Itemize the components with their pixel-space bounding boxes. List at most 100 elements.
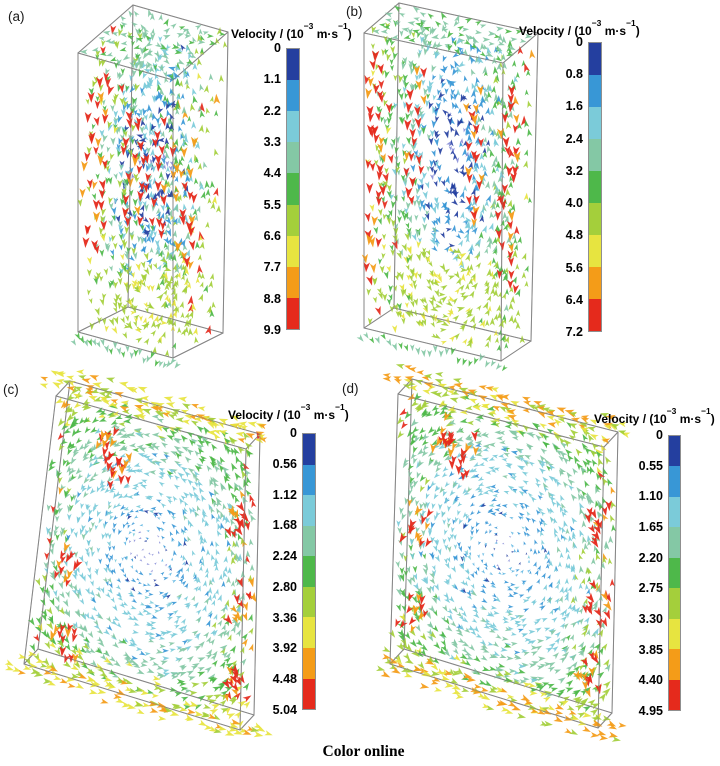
- velocity-arrow: [87, 572, 94, 581]
- velocity-arrow: [203, 179, 210, 189]
- velocity-arrow: [484, 199, 490, 207]
- velocity-arrow: [130, 605, 138, 612]
- colorbar-tick-d-5: 2.75: [638, 581, 663, 596]
- velocity-arrow: [517, 626, 525, 633]
- colorbar-tick-d-0: 0: [656, 427, 663, 442]
- velocity-arrow: [377, 217, 384, 226]
- velocity-arrow: [54, 533, 60, 541]
- velocity-arrow: [136, 708, 146, 717]
- velocity-arrow: [427, 260, 435, 268]
- velocity-arrow: [439, 81, 447, 90]
- velocity-arrow: [116, 528, 123, 536]
- velocity-arrow: [413, 283, 418, 290]
- velocity-arrow: [498, 240, 506, 252]
- velocity-arrow: [484, 247, 490, 255]
- colorbar-title-text: Velocity / (10: [594, 412, 667, 426]
- velocity-arrow: [437, 147, 443, 156]
- colorbar-tick-d-7: 3.85: [638, 642, 663, 657]
- velocity-arrow: [402, 86, 407, 94]
- velocity-arrow: [103, 487, 111, 495]
- velocity-arrow: [466, 173, 473, 184]
- velocity-arrow: [463, 659, 473, 668]
- velocity-arrow: [511, 60, 517, 68]
- velocity-arrow: [521, 478, 529, 485]
- velocity-arrow: [482, 136, 488, 144]
- colorbar-band: [303, 434, 315, 465]
- color-online-note: Color online: [322, 743, 405, 760]
- wireframe-box: [23, 380, 261, 731]
- velocity-arrow: [123, 541, 128, 547]
- velocity-arrow: [165, 629, 173, 635]
- velocity-arrow: [99, 207, 107, 217]
- velocity-arrow: [452, 584, 460, 592]
- velocity-arrow: [430, 119, 437, 129]
- colorbar-band: [303, 525, 315, 557]
- velocity-arrow: [372, 296, 379, 304]
- velocity-arrow: [81, 237, 90, 249]
- velocity-arrow: [199, 493, 207, 503]
- velocity-arrow: [136, 235, 142, 243]
- velocity-arrow: [111, 503, 118, 511]
- velocity-arrow: [129, 351, 135, 360]
- velocity-arrow: [507, 604, 514, 609]
- velocity-arrow: [484, 566, 489, 571]
- velocity-arrow: [509, 543, 515, 549]
- velocity-arrow: [227, 545, 232, 552]
- velocity-arrow: [148, 469, 157, 475]
- velocity-arrow: [214, 528, 222, 537]
- velocity-arrow: [100, 533, 106, 541]
- velocity-arrow: [218, 74, 224, 83]
- velocity-arrow: [529, 547, 533, 552]
- velocity-arrow: [226, 576, 232, 584]
- velocity-arrow: [90, 416, 100, 426]
- velocity-arrow: [185, 477, 194, 486]
- velocity-arrow: [205, 549, 211, 556]
- colorbar-band: [287, 297, 299, 329]
- colorbar-tick-a-9: 9.9: [263, 322, 281, 337]
- velocity-arrow: [508, 515, 514, 520]
- velocity-arrow: [439, 510, 446, 519]
- velocity-arrow: [198, 565, 204, 572]
- velocity-arrow: [480, 123, 486, 131]
- velocity-arrow: [211, 487, 220, 497]
- velocity-arrow: [536, 578, 542, 585]
- velocity-arrow: [112, 527, 116, 534]
- velocity-arrow: [126, 494, 134, 500]
- velocity-arrow: [169, 179, 175, 187]
- panel-label-b: (b): [346, 4, 363, 19]
- velocity-arrow: [209, 180, 215, 189]
- velocity-arrow: [522, 606, 531, 613]
- velocity-arrow: [524, 89, 529, 96]
- velocity-arrow: [133, 555, 137, 560]
- velocity-arrow: [459, 137, 465, 145]
- velocity-arrow: [417, 272, 424, 280]
- velocity-arrow: [133, 349, 139, 358]
- velocity-arrow: [4, 659, 15, 669]
- velocity-arrow: [480, 559, 484, 564]
- velocity-arrow: [45, 606, 55, 617]
- velocity-arrow: [182, 500, 189, 507]
- velocity-arrow: [370, 43, 376, 50]
- velocity-arrow: [536, 564, 543, 572]
- velocity-arrow: [448, 243, 456, 248]
- velocity-arrow: [555, 536, 561, 543]
- velocity-arrow: [393, 74, 398, 82]
- velocity-arrow: [210, 301, 216, 309]
- velocity-arrow: [134, 509, 140, 514]
- velocity-arrow: [158, 36, 163, 43]
- velocity-arrow: [481, 456, 489, 463]
- velocity-arrow: [91, 338, 99, 347]
- velocity-arrow: [567, 535, 573, 543]
- velocity-arrow: [552, 650, 561, 660]
- velocity-arrow: [175, 614, 183, 620]
- velocity-arrow: [384, 17, 393, 23]
- velocity-arrow: [484, 307, 493, 317]
- velocity-arrow: [385, 338, 394, 348]
- velocity-arrow: [568, 492, 578, 502]
- velocity-arrow: [445, 624, 455, 634]
- velocity-arrow: [120, 68, 126, 75]
- velocity-arrow: [120, 41, 128, 47]
- velocity-arrow: [111, 325, 120, 336]
- velocity-arrow: [103, 268, 110, 276]
- velocity-arrow: [431, 564, 437, 572]
